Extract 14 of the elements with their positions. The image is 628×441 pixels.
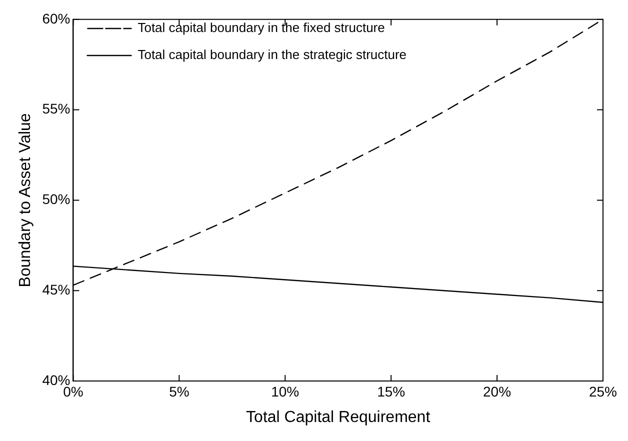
y-tick-label: 45% [42,281,70,298]
x-tick-label: 20% [483,383,512,400]
y-tick-label: 55% [42,100,70,117]
x-tick-label: 5% [169,383,190,400]
y-tick-label: 50% [42,191,70,208]
y-axis-title: Boundary to Asset Value [17,113,34,288]
x-tick-label: 10% [271,383,300,400]
x-tick-label: 25% [588,383,618,400]
y-tick-label: 60% [42,10,70,26]
x-axis-title: Total Capital Requirement [246,408,431,426]
x-tick-label: 15% [377,383,406,400]
y-tick-label: 40% [42,372,70,388]
legend-label: Total capital boundary in the fixed structure [138,20,385,36]
legend-label: Total capital boundary in the strategic structure [138,47,407,62]
